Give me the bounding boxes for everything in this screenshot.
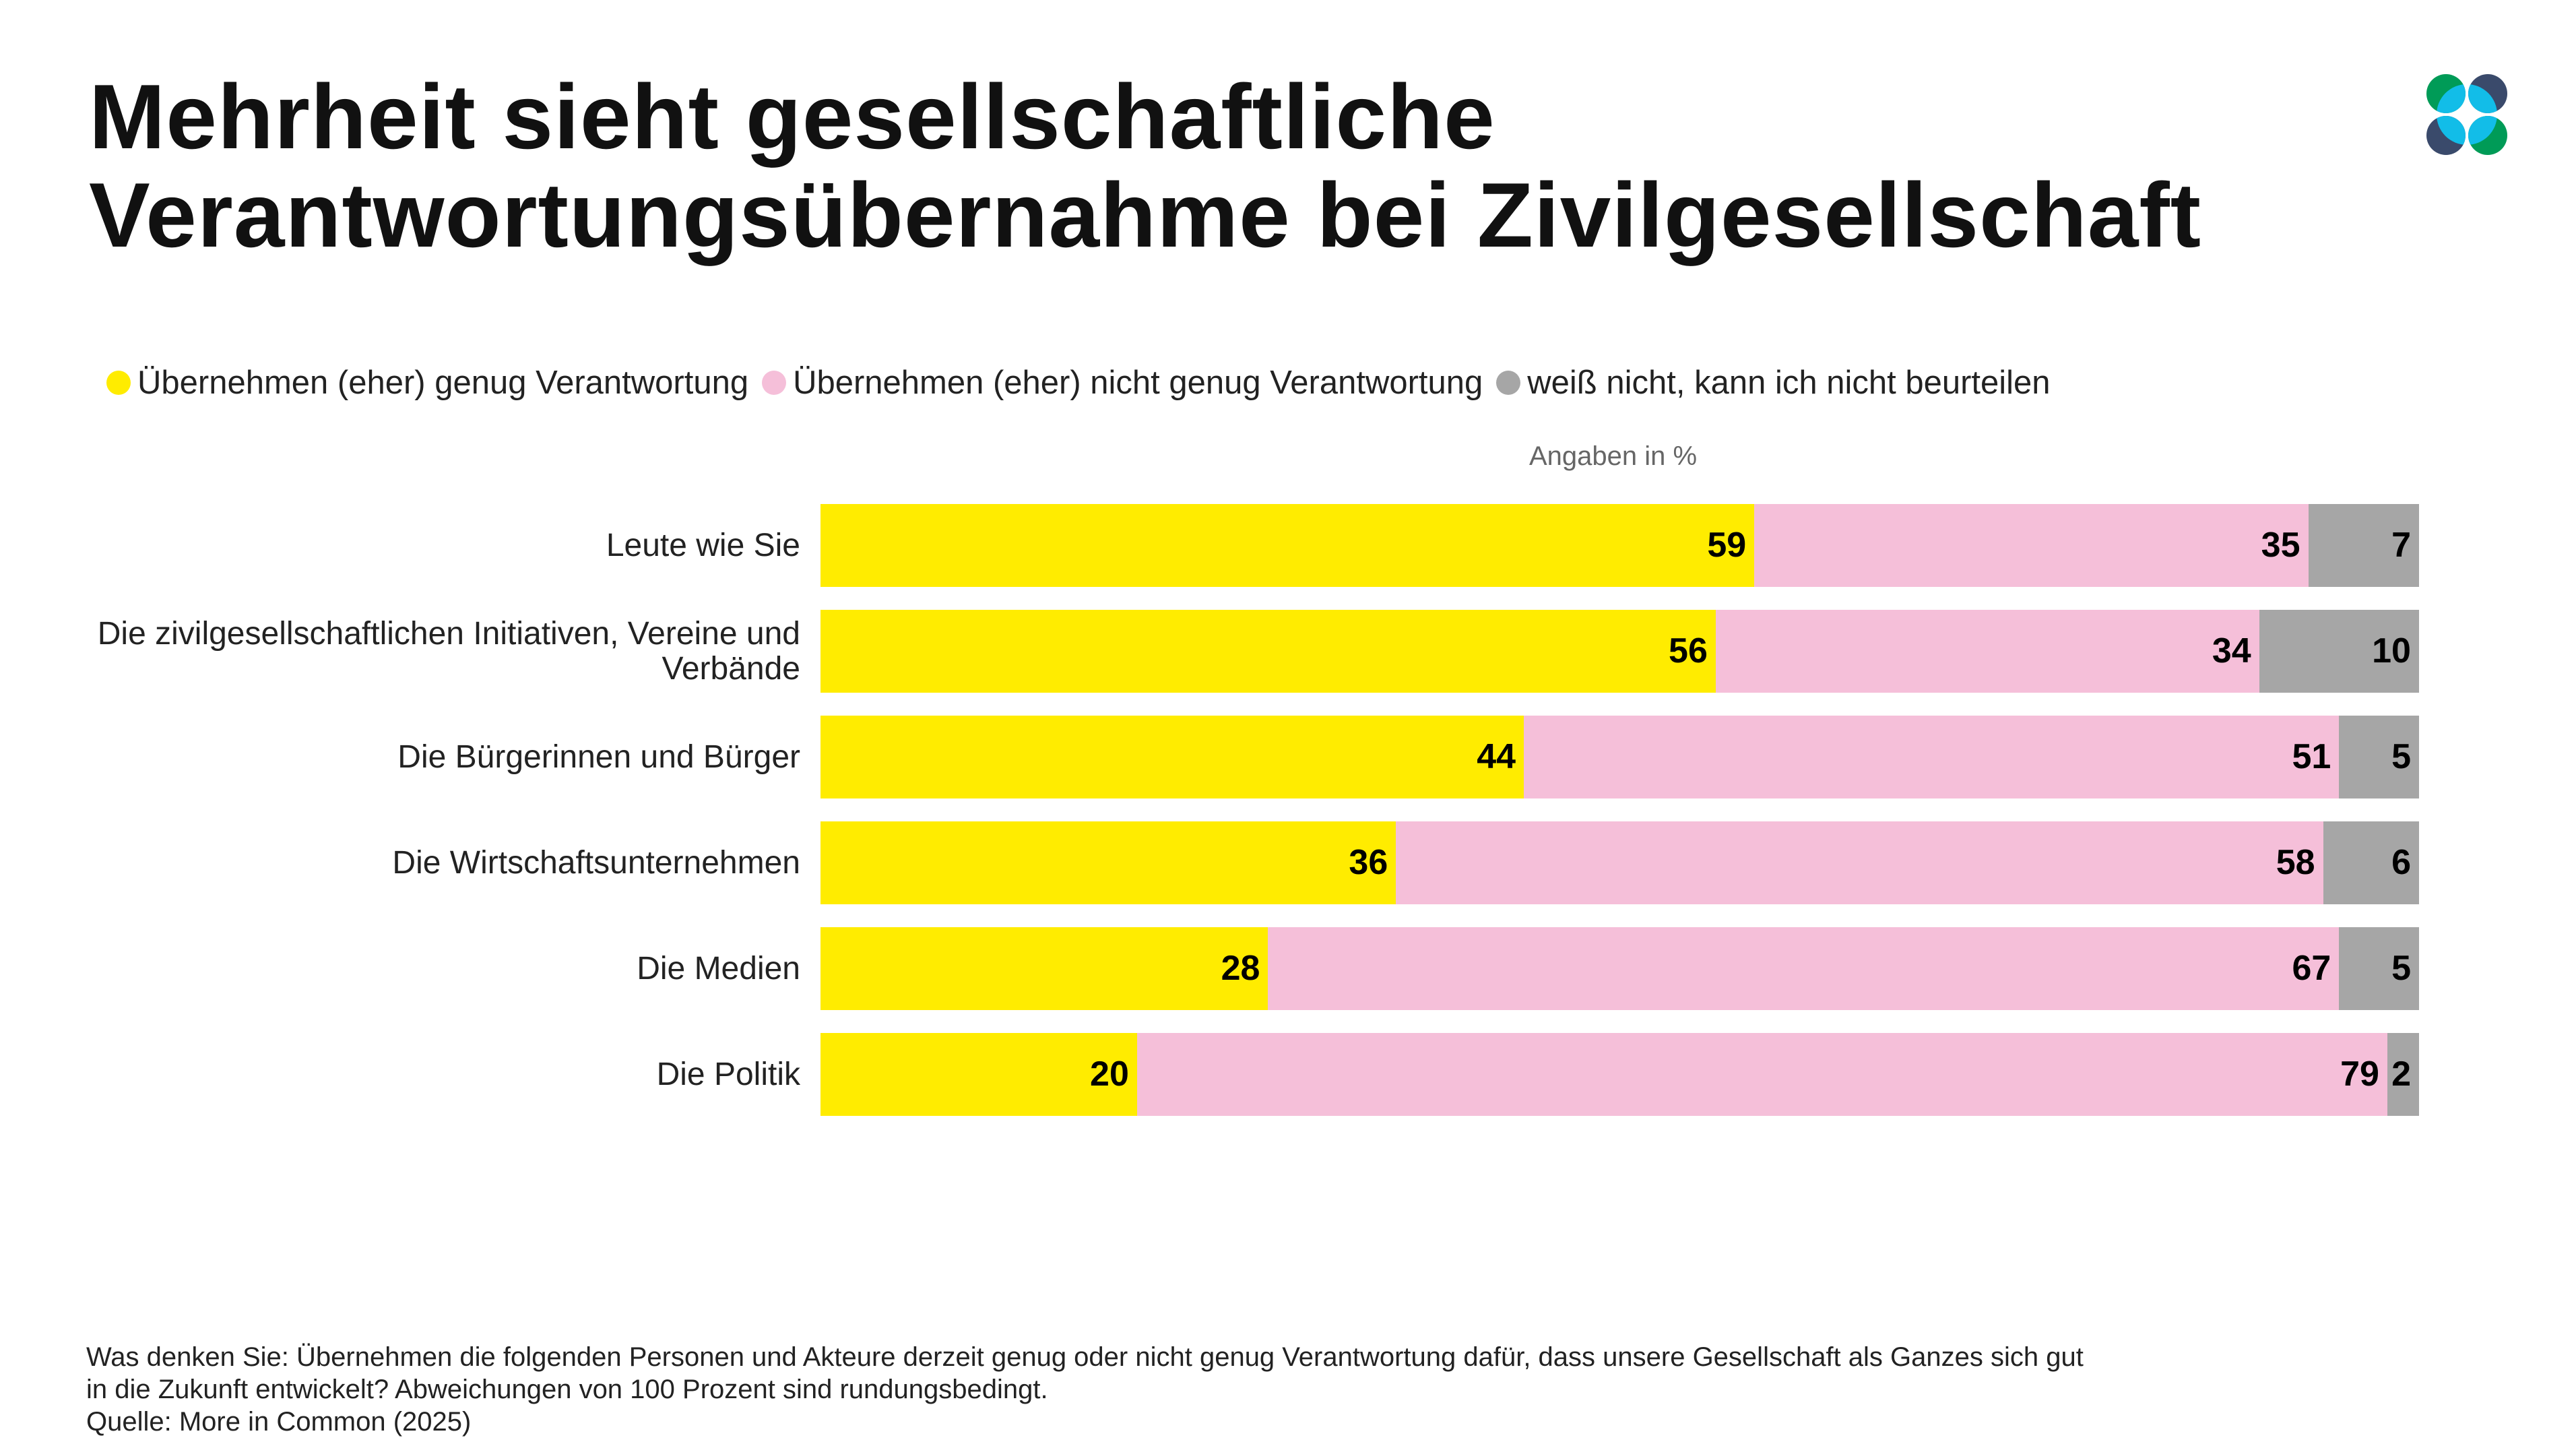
bar-segment [1524, 716, 2340, 798]
bar-segment [1715, 610, 2259, 693]
category-label: Leute wie Sie [606, 527, 800, 563]
footer: Was denken Sie: Übernehmen die folgenden… [86, 1341, 2084, 1438]
value-label: 51 [2292, 737, 2331, 776]
bar-segment [820, 821, 1396, 904]
value-label: 20 [1090, 1055, 1129, 1094]
value-label: 58 [2276, 843, 2315, 882]
bar-segment [2323, 821, 2419, 904]
value-label: 36 [1349, 843, 1388, 882]
value-label: 56 [1669, 631, 1708, 670]
value-label: 5 [2391, 737, 2411, 776]
legend-item-nicht-genug: Übernehmen (eher) nicht genug Verantwort… [762, 364, 1483, 402]
value-label: 6 [2391, 843, 2411, 882]
footer-source: Quelle: More in Common (2025) [86, 1407, 472, 1437]
chart-title: Mehrheit sieht gesellschaftliche Verantw… [89, 67, 2201, 264]
value-label: 7 [2391, 526, 2411, 565]
bar-segment [2308, 504, 2419, 587]
value-label: 67 [2292, 949, 2331, 988]
bar-segment [820, 1033, 1137, 1116]
bar-segment [1396, 821, 2323, 904]
value-label: 79 [2340, 1055, 2379, 1094]
value-label: 5 [2391, 949, 2411, 988]
bar-segment [2339, 927, 2419, 1010]
category-label: Die Medien [637, 950, 800, 986]
unit-label: Angaben in % [1529, 441, 1698, 471]
legend-label: weiß nicht, kann ich nicht beurteilen [1527, 365, 2051, 401]
legend-label: Übernehmen (eher) genug Verantwortung [137, 365, 749, 401]
bar-segment [1268, 927, 2340, 1010]
value-label: 34 [2212, 631, 2251, 670]
bar-segment [2339, 716, 2419, 798]
bar-segment [820, 927, 1268, 1010]
legend-item-weiss-nicht: weiß nicht, kann ich nicht beurteilen [1496, 364, 2051, 402]
footer-question-cont: in die Zukunft entwickelt? Abweichungen … [86, 1375, 1048, 1404]
legend-item-genug: Übernehmen (eher) genug Verantwortung [106, 364, 748, 402]
value-label: 28 [1221, 949, 1260, 988]
category-label: Die Bürgerinnen und Bürger [397, 739, 800, 775]
value-label: 2 [2391, 1055, 2411, 1094]
more-in-common-logo-icon [2426, 74, 2507, 155]
legend-dot-gray-icon [1496, 371, 1521, 395]
legend-dot-yellow-icon [106, 371, 131, 395]
bar-segment [820, 610, 1716, 693]
bar-segment [2259, 610, 2419, 693]
value-label: 59 [1707, 526, 1747, 565]
bar-segment [820, 504, 1755, 587]
title-line-2: Verantwortungsübernahme bei Zivilgesells… [89, 164, 2202, 266]
bar-segment [1136, 1033, 2387, 1116]
category-label: Die Wirtschaftsunternehmen [392, 844, 800, 881]
category-label: Die Politik [656, 1056, 800, 1092]
value-label: 44 [1477, 737, 1516, 776]
value-label: 35 [2261, 526, 2300, 565]
value-label: 10 [2372, 631, 2411, 670]
bar-segment [1754, 504, 2309, 587]
title-line-1: Mehrheit sieht gesellschaftliche [89, 65, 1495, 168]
footer-question: Was denken Sie: Übernehmen die folgenden… [86, 1342, 2084, 1372]
category-label: Die zivilgesellschaftlichen Initiativen,… [97, 615, 800, 687]
bar-segment [820, 716, 1524, 798]
legend: Übernehmen (eher) genug Verantwortung Üb… [106, 364, 2064, 402]
legend-dot-pink-icon [762, 371, 787, 395]
legend-label: Übernehmen (eher) nicht genug Verantwort… [793, 365, 1483, 401]
bar-segment [2387, 1033, 2419, 1116]
